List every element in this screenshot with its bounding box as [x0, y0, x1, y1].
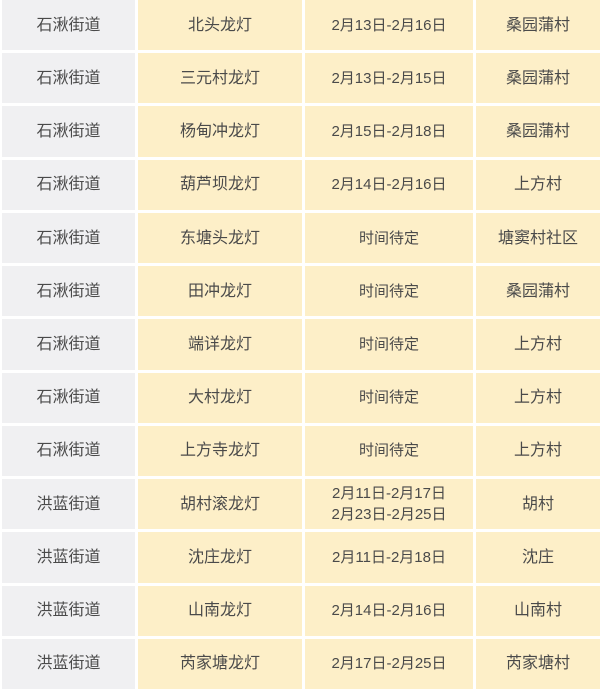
cell-street: 石湫街道	[2, 106, 135, 157]
cell-street: 洪蓝街道	[2, 532, 135, 583]
cell-village: 桑园蒲村	[476, 266, 600, 317]
cell-street: 洪蓝街道	[2, 479, 135, 530]
cell-street: 石湫街道	[2, 266, 135, 317]
cell-village: 上方村	[476, 425, 600, 477]
cell-street: 石湫街道	[2, 212, 135, 264]
cell-village: 上方村	[476, 159, 600, 210]
cell-event-name: 芮家塘龙灯	[138, 638, 302, 689]
cell-dates: 2月14日-2月16日	[305, 585, 473, 636]
cell-dates: 时间待定	[305, 266, 473, 317]
cell-event-name: 东塘头龙灯	[138, 212, 302, 264]
cell-village: 塘窦村社区	[476, 212, 600, 264]
cell-dates: 2月17日-2月25日	[305, 638, 473, 689]
cell-street: 洪蓝街道	[2, 585, 135, 636]
cell-street: 石湫街道	[2, 425, 135, 477]
cell-village: 桑园蒲村	[476, 53, 600, 104]
cell-event-name: 北头龙灯	[138, 0, 302, 51]
cell-street: 石湫街道	[2, 319, 135, 370]
cell-dates: 时间待定	[305, 372, 473, 423]
cell-village: 桑园蒲村	[476, 106, 600, 157]
cell-event-name: 山南龙灯	[138, 585, 302, 636]
cell-street: 石湫街道	[2, 53, 135, 104]
cell-event-name: 葫芦坝龙灯	[138, 159, 302, 210]
cell-event-name: 胡村滚龙灯	[138, 479, 302, 530]
cell-dates: 2月11日-2月18日	[305, 532, 473, 583]
cell-village: 芮家塘村	[476, 638, 600, 689]
cell-event-name: 沈庄龙灯	[138, 532, 302, 583]
cell-dates: 2月15日-2月18日	[305, 106, 473, 157]
cell-dates: 时间待定	[305, 319, 473, 370]
cell-village: 胡村	[476, 479, 600, 530]
cell-event-name: 端详龙灯	[138, 319, 302, 370]
cell-event-name: 田冲龙灯	[138, 266, 302, 317]
cell-dates: 2月14日-2月16日	[305, 159, 473, 210]
cell-street: 石湫街道	[2, 372, 135, 423]
cell-event-name: 杨甸冲龙灯	[138, 106, 302, 157]
cell-village: 山南村	[476, 585, 600, 636]
cell-dates: 时间待定	[305, 212, 473, 264]
cell-village: 沈庄	[476, 532, 600, 583]
cell-village: 上方村	[476, 319, 600, 370]
cell-dates: 2月13日-2月16日	[305, 0, 473, 51]
cell-street: 石湫街道	[2, 159, 135, 210]
cell-village: 桑园蒲村	[476, 0, 600, 51]
cell-street: 洪蓝街道	[2, 638, 135, 689]
cell-dates: 2月13日-2月15日	[305, 53, 473, 104]
cell-event-name: 三元村龙灯	[138, 53, 302, 104]
cell-village: 上方村	[476, 372, 600, 423]
cell-event-name: 上方寺龙灯	[138, 425, 302, 477]
cell-event-name: 大村龙灯	[138, 372, 302, 423]
cell-dates: 2月11日-2月17日 2月23日-2月25日	[305, 479, 473, 530]
cell-street: 石湫街道	[2, 0, 135, 51]
cell-dates: 时间待定	[305, 425, 473, 477]
